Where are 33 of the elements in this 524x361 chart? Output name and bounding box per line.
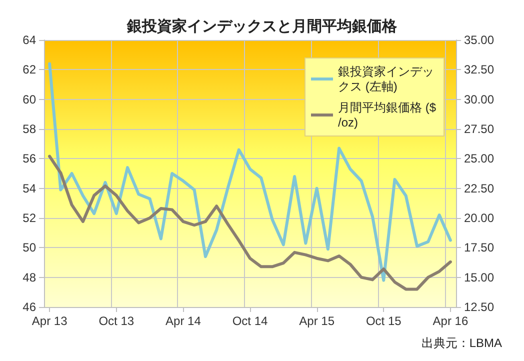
y-tick-label: 50 — [22, 240, 36, 255]
y-tick-label: 48 — [22, 270, 36, 284]
y2-tick-label: 17.50 — [464, 240, 494, 255]
y2-tick-label: 35.00 — [464, 33, 494, 47]
y-tick-label: 58 — [22, 122, 36, 136]
y-tick-label: 56 — [22, 152, 36, 166]
y2-tick-label: 15.00 — [464, 270, 494, 284]
text: 出典元：LBMA — [421, 336, 502, 350]
y-tick-label: 46 — [22, 300, 36, 314]
x-tick-label: Apr 14 — [166, 314, 202, 328]
y-tick-label: 60 — [22, 92, 36, 106]
y-tick-label: 54 — [22, 181, 36, 196]
x-tick-label: Apr 15 — [299, 314, 335, 328]
y2-tick-label: 12.50 — [464, 300, 494, 314]
y2-tick-label: 22.50 — [464, 181, 494, 196]
legend-label: 銀投資家インデックス (左軸) — [338, 64, 434, 94]
x-tick-label: Oct 14 — [232, 314, 268, 328]
x-tick-label: Oct 15 — [366, 314, 402, 328]
y2-tick-label: 27.50 — [464, 122, 494, 136]
y-tick-label: 52 — [22, 211, 36, 225]
y2-tick-label: 20.00 — [464, 211, 494, 225]
x-tick-label: Apr 13 — [32, 314, 68, 328]
legend-label: 月間平均銀価格 ($/oz) — [338, 100, 436, 130]
y-tick-label: 64 — [22, 33, 36, 47]
x-tick-label: Oct 13 — [98, 314, 134, 328]
line-series — [48, 62, 452, 282]
line-series — [48, 154, 452, 291]
chart-title: 銀投資家インデックスと月間平均銀価格 — [126, 17, 398, 35]
x-tick-label: Apr 16 — [432, 314, 468, 328]
y2-tick-label: 32.50 — [464, 62, 494, 77]
y2-tick-label: 30.00 — [464, 92, 494, 106]
y-tick-label: 62 — [22, 62, 36, 77]
y2-tick-label: 25.00 — [464, 152, 494, 166]
